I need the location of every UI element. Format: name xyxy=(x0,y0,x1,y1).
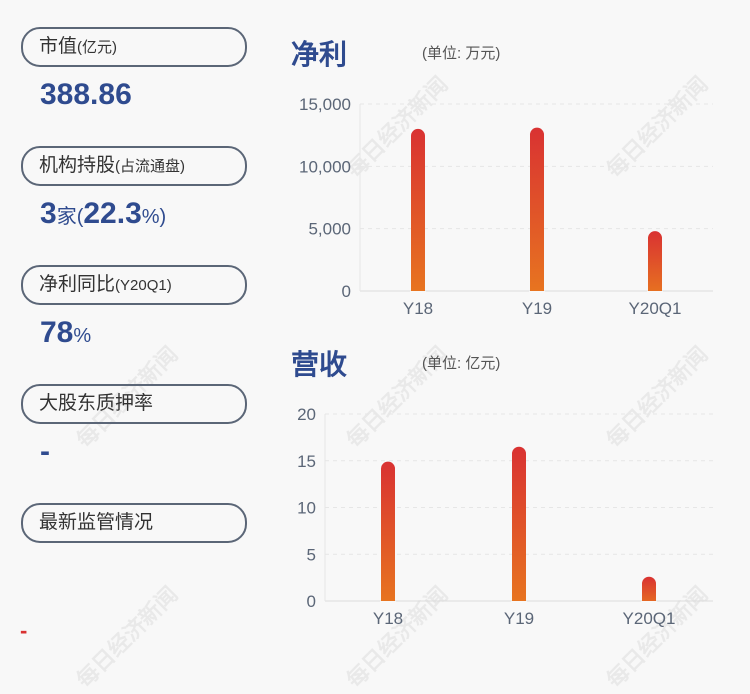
y-tick-label: 0 xyxy=(307,592,316,611)
bar-Y20Q1 xyxy=(642,576,656,608)
regulation-label: 最新监管情况 xyxy=(21,503,247,543)
bar-Y19 xyxy=(530,127,544,298)
pledge-ratio-value: - xyxy=(40,435,50,468)
institution-holding-label: 机构持股(占流通盘) xyxy=(21,146,247,186)
x-tick-label: Y20Q1 xyxy=(629,299,682,318)
profit-yoy-label: 净利同比(Y20Q1) xyxy=(21,265,247,305)
x-tick-label: Y18 xyxy=(373,609,403,628)
regulation-value: - xyxy=(20,618,28,643)
x-tick-label: Y19 xyxy=(522,299,552,318)
y-tick-label: 5,000 xyxy=(308,220,351,239)
bar-Y19 xyxy=(512,446,526,608)
bar-Y18 xyxy=(411,128,425,298)
y-tick-label: 5 xyxy=(307,545,316,564)
y-tick-label: 0 xyxy=(342,282,351,301)
y-tick-label: 15,000 xyxy=(299,95,351,114)
x-tick-label: Y18 xyxy=(403,299,433,318)
bar-Y18 xyxy=(381,461,395,608)
y-tick-label: 15 xyxy=(297,452,316,471)
x-tick-label: Y20Q1 xyxy=(623,609,676,628)
pledge-ratio-label: 大股东质押率 xyxy=(21,384,247,424)
profit-chart-title: 净利 xyxy=(291,39,348,70)
market-cap-value: 388.86 xyxy=(40,78,132,111)
profit-chart-unit: (单位: 万元) xyxy=(422,45,501,62)
y-tick-label: 20 xyxy=(297,405,316,424)
revenue-chart-unit: (单位: 亿元) xyxy=(422,355,501,372)
profit-yoy-value: 78% xyxy=(40,316,92,349)
charts: 0 5,000 10,000 15,000 Y18 Y19 Y20Q1 0 5 10 15 20 Y18… xyxy=(297,95,713,628)
market-cap-label: 市值(亿元) xyxy=(21,27,247,67)
institution-holding-value: 3家(22.3%) xyxy=(40,197,167,230)
y-tick-label: 10 xyxy=(297,499,316,518)
bar-Y20Q1 xyxy=(648,231,662,298)
x-tick-label: Y19 xyxy=(504,609,534,628)
y-tick-label: 10,000 xyxy=(299,157,351,176)
revenue-chart-title: 营收 xyxy=(291,349,348,380)
